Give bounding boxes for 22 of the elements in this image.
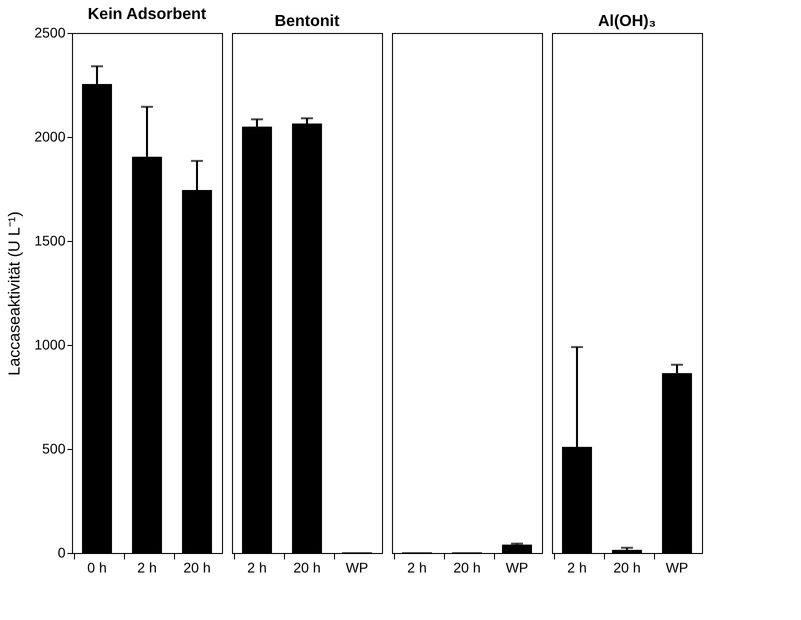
y-tick-label: 500 xyxy=(42,440,66,456)
x-tick-label: 2 h xyxy=(567,560,587,576)
x-tick-label: 20 h xyxy=(183,560,211,576)
y-tick-label: 2000 xyxy=(34,128,66,144)
y-tick-label: 1500 xyxy=(34,232,66,248)
chart-title: Kein Adsorbent xyxy=(88,6,207,23)
x-tick-label: WP xyxy=(506,560,528,576)
y-axis-title: Laccaseaktivität (U L⁻¹) xyxy=(6,211,24,376)
x-tick-label: 0 h xyxy=(87,560,107,576)
x-tick-label: 2 h xyxy=(247,560,267,576)
chart-title: Bentonit xyxy=(274,13,340,30)
x-tick-label: WP xyxy=(346,560,368,576)
x-tick-label: 20 h xyxy=(453,560,481,576)
x-tick-label: WP xyxy=(666,560,688,576)
y-tick-label: 0 xyxy=(58,544,66,560)
x-tick-label: 20 h xyxy=(613,560,641,576)
x-tick-label: 20 h xyxy=(293,560,321,576)
y-tick-label: 2500 xyxy=(34,24,66,40)
x-tick-label: 2 h xyxy=(407,560,427,576)
y-tick-label: 1000 xyxy=(34,336,66,352)
x-tick-label: 2 h xyxy=(137,560,157,576)
chart-title: Al(OH)₃ xyxy=(598,13,656,30)
